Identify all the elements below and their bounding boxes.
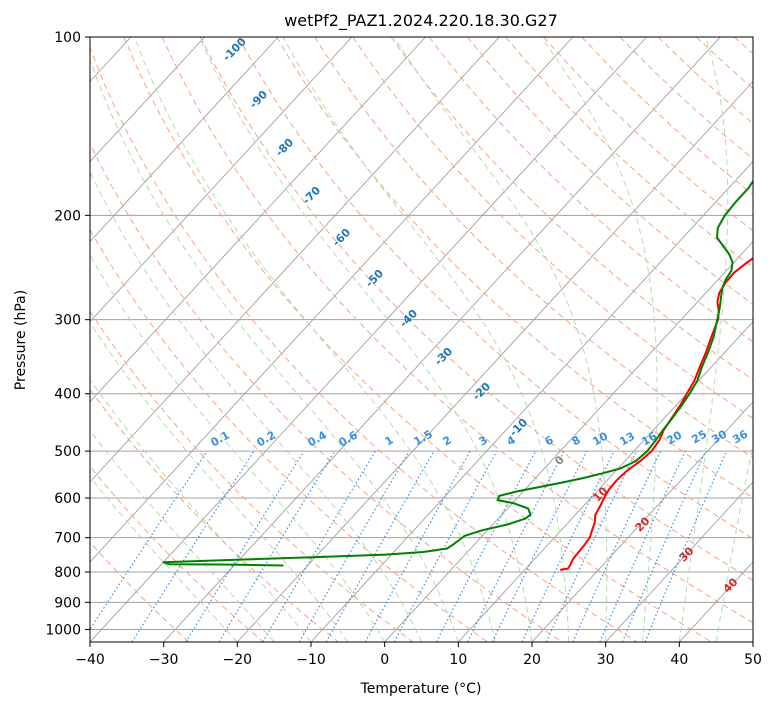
chart-title: wetPf2_PAZ1.2024.220.18.30.G27 — [284, 11, 558, 31]
dry-adiabat-line — [90, 465, 264, 642]
dry-adiabat-line — [90, 46, 638, 642]
moist-adiabat-line — [90, 170, 422, 642]
moist-adiabat-line — [90, 429, 275, 642]
moist-adiabat-line — [90, 378, 312, 642]
isotherm-line — [90, 37, 574, 563]
dry-adiabat-line — [314, 37, 753, 459]
dry-adiabat-line — [466, 37, 753, 305]
mixing-ratio-line — [491, 450, 588, 642]
mixing-ratio-line — [185, 450, 305, 642]
isotherm-line — [90, 37, 205, 163]
isotherm-line — [384, 240, 753, 642]
dry-adiabat-line — [428, 37, 753, 343]
plot-frame — [89, 36, 754, 643]
y-tick-label: 100 — [54, 30, 81, 46]
dry-adiabat-line — [90, 541, 190, 642]
isotherm-line — [237, 80, 753, 642]
mixing-ratio-line — [393, 450, 498, 642]
x-tick-label: −20 — [223, 652, 253, 668]
mixing-ratio-line — [466, 450, 565, 642]
x-tick-label: 10 — [449, 652, 467, 668]
mixing-ratio-line — [218, 450, 336, 642]
x-tick-label: 20 — [523, 652, 541, 668]
x-tick-label: 30 — [597, 652, 615, 668]
y-axis: 100 200 300 400 500 600 700 800 900 1000 — [45, 30, 90, 638]
dry-adiabat-line — [90, 388, 339, 642]
moist-adiabat-line — [133, 37, 496, 642]
background-lines — [90, 37, 753, 642]
dry-adiabat-line — [237, 37, 753, 540]
isotherm-line — [90, 37, 426, 403]
mixing-ratio-line — [325, 450, 435, 642]
y-tick-label: 900 — [54, 595, 81, 611]
moist-adiabat-line — [90, 321, 349, 642]
x-axis: −40 −30 −20 −10 0 10 20 30 40 50 — [75, 642, 762, 668]
y-tick-label: 300 — [54, 313, 81, 329]
isotherm-line — [605, 481, 753, 642]
moist-adiabat-line — [715, 441, 753, 642]
x-axis-title: Temperature (°C) — [360, 681, 482, 697]
moist-adiabat-line — [90, 476, 238, 642]
mixing-ratio-line — [599, 450, 686, 642]
moist-adiabat-line — [282, 37, 570, 642]
x-tick-label: 50 — [744, 652, 762, 668]
y-tick-label: 500 — [54, 444, 81, 460]
moist-adiabat-line — [90, 58, 459, 642]
y-tick-label: 800 — [54, 565, 81, 581]
isotherm-line — [163, 37, 721, 642]
isotherm-line — [752, 641, 753, 642]
temperature-line — [559, 256, 753, 572]
mixing-ratio-line — [90, 450, 208, 631]
y-axis-title: Pressure (hPa) — [13, 290, 29, 390]
y-tick-label: 600 — [54, 491, 81, 507]
x-tick-label: −30 — [149, 652, 179, 668]
isotherm-line — [90, 37, 647, 642]
dry-adiabat-line — [161, 37, 753, 624]
x-tick-label: −40 — [75, 652, 105, 668]
isotherm-line — [90, 37, 353, 323]
mixing-ratio-line — [364, 450, 471, 642]
y-tick-label: 200 — [54, 208, 81, 224]
x-tick-label: 0 — [380, 652, 389, 668]
isotherm-line — [90, 37, 279, 243]
dry-adiabat-line — [90, 142, 563, 642]
x-tick-label: −10 — [296, 652, 326, 668]
y-tick-label: 400 — [54, 387, 81, 403]
dry-adiabat-line — [90, 228, 488, 642]
dry-adiabat-line — [276, 37, 753, 499]
isotherm-line — [531, 401, 753, 642]
mixing-ratio-line — [644, 450, 728, 642]
dry-adiabat-line — [123, 37, 712, 642]
mixing-ratio-line — [621, 450, 707, 642]
dewpoint-line — [162, 179, 753, 567]
moist-adiabat-line — [199, 37, 533, 642]
isotherm-line — [458, 321, 753, 642]
moist-adiabat-line — [541, 37, 658, 642]
x-tick-label: 40 — [670, 652, 688, 668]
series-group — [162, 179, 753, 572]
y-tick-label: 1000 — [45, 622, 81, 638]
isotherm-line — [90, 37, 500, 483]
moist-adiabat-line — [393, 37, 608, 642]
y-tick-label: 700 — [54, 531, 81, 547]
